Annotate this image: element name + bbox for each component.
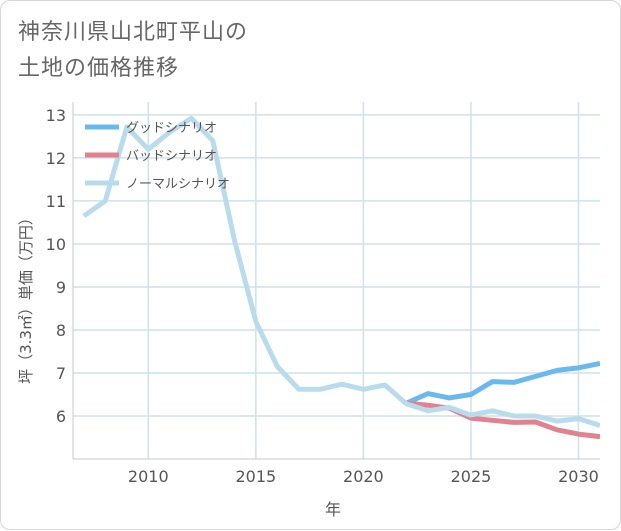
legend-label: ノーマルシナリオ [126,177,230,192]
y-tick-label: 8 [56,321,66,340]
y-tick-label: 10 [46,235,66,254]
y-tick-label: 12 [46,149,66,168]
legend-label: グッドシナリオ [126,121,217,136]
x-tick-label: 2030 [558,467,599,486]
legend-label: バッドシナリオ [126,149,217,164]
x-tick-label: 2020 [343,467,384,486]
y-axis-label: 坪（3.3㎡）単価（万円） [17,210,35,384]
y-tick-label: 11 [46,192,66,211]
legend-item: ノーマルシナリオ [85,177,230,192]
series-line-good [405,361,600,406]
title-line-2: 土地の価格推移 [18,56,180,81]
x-tick-label: 2025 [451,467,492,486]
y-tick-label: 6 [56,407,66,426]
title-line-1: 神奈川県山北町平山の [18,20,249,45]
grid [73,102,600,459]
chart-title: 神奈川県山北町平山の 土地の価格推移 [18,15,438,87]
y-tick-label: 13 [46,106,66,125]
y-tick-label: 9 [56,278,66,297]
series-lines [82,115,600,440]
x-axis-label: 年 [325,500,341,519]
y-tick-label: 7 [56,364,66,383]
x-tick-label: 2015 [235,467,276,486]
x-tick-label: 2010 [128,467,169,486]
legend-item: バッドシナリオ [85,149,217,164]
tick-labels: 2010 2015 2020 2025 2030 6 7 8 9 10 11 12 13 [46,106,599,486]
series-line-normal [82,115,600,428]
legend-item: グッドシナリオ [85,121,217,136]
